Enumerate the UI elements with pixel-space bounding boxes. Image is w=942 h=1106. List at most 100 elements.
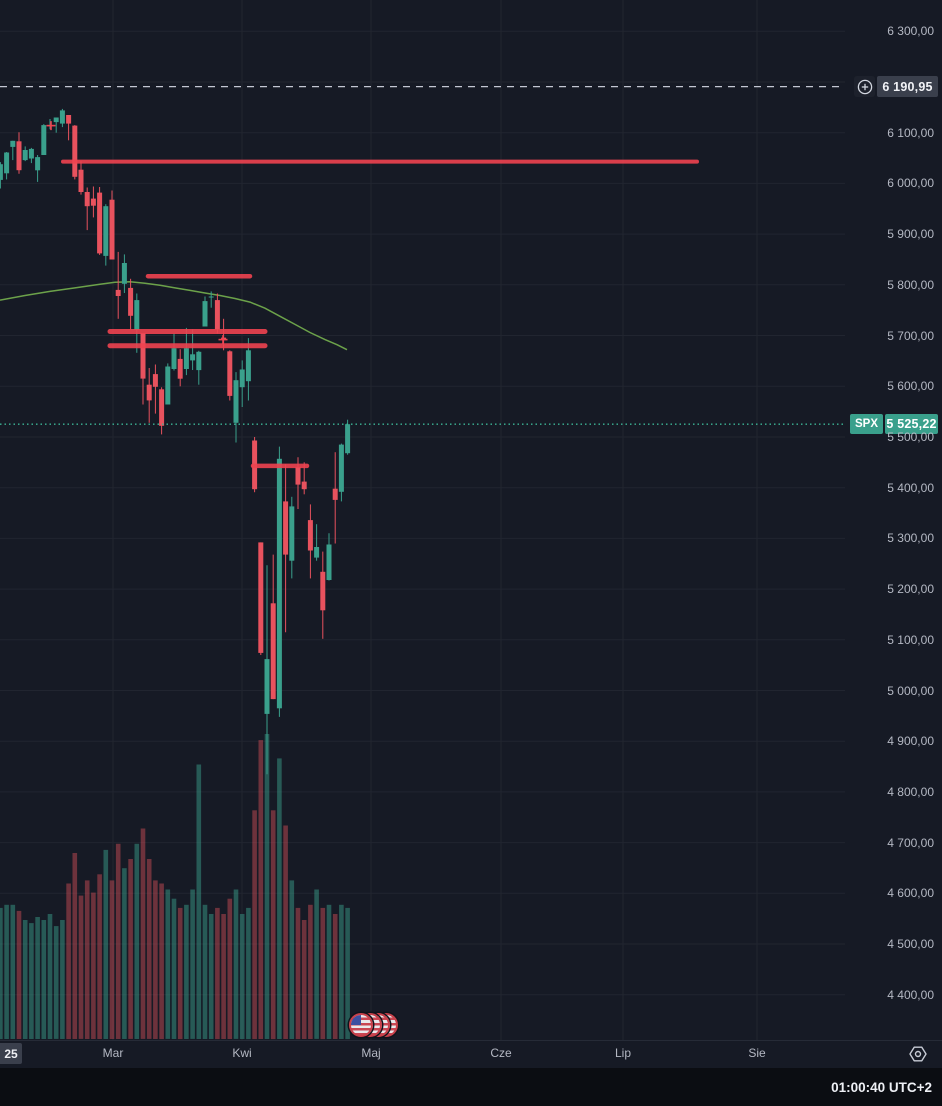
volume-bar <box>0 907 3 1040</box>
price-axis[interactable]: 6 190,95 SPX 5 525,22 6 300,00 6 100,00 6 … <box>845 0 942 1040</box>
us-flag-icon <box>349 1013 373 1037</box>
price-chart-plot[interactable] <box>0 0 845 1040</box>
volume-bar <box>22 920 28 1039</box>
candle-body <box>66 115 72 124</box>
price-axis-label: 5 100,00 <box>887 633 934 647</box>
volume-bar <box>184 904 189 1039</box>
volume-bar <box>165 889 171 1039</box>
volume-bar <box>314 889 319 1039</box>
alert-price-value: 6 190,95 <box>877 76 938 97</box>
price-axis-label: 5 500,00 <box>887 430 934 444</box>
candle-body <box>233 380 239 423</box>
candle-body <box>4 152 10 174</box>
volume-bar <box>258 740 264 1039</box>
year-label: 25 <box>0 1043 22 1064</box>
volume-bar <box>208 914 214 1039</box>
volume-bar <box>103 849 109 1039</box>
volume-bar <box>4 904 9 1039</box>
symbol-badge: SPX <box>850 414 884 434</box>
candle-body <box>320 571 326 611</box>
candle-body <box>345 424 351 454</box>
candle-body <box>338 444 344 492</box>
volume-bar <box>78 895 84 1039</box>
candle-body <box>270 603 276 700</box>
price-axis-label: 5 000,00 <box>887 684 934 698</box>
candle-body <box>53 117 59 123</box>
candle-body <box>115 289 121 296</box>
volume-bar <box>289 880 295 1039</box>
volume-bar <box>115 843 121 1039</box>
volume-bar <box>332 914 338 1039</box>
price-axis-label: 6 300,00 <box>887 24 934 38</box>
volume-bar <box>41 920 47 1039</box>
alert-price-label[interactable]: 6 190,95 <box>854 76 938 97</box>
clock-utc-label[interactable]: 01:00:40 UTC+2 <box>831 1079 932 1095</box>
volume-bar <box>190 889 195 1039</box>
candle-body <box>190 354 196 361</box>
volume-bar <box>345 907 350 1040</box>
price-axis-label: 4 900,00 <box>887 734 934 748</box>
candle-body <box>90 198 96 206</box>
volume-bar <box>202 904 208 1039</box>
candle-body <box>84 192 90 207</box>
volume-bar <box>277 758 282 1039</box>
volume-bar <box>122 868 127 1039</box>
volume-bar <box>159 883 164 1040</box>
candle-body <box>326 544 332 580</box>
time-axis[interactable]: 25 Mar Kwi Maj Cze Lip Sie <box>0 1040 942 1068</box>
volume-bar <box>339 904 344 1039</box>
volume-bar <box>35 917 40 1039</box>
last-price-label[interactable]: SPX 5 525,22 <box>850 414 938 434</box>
volume-bar <box>252 810 257 1040</box>
candle-body <box>103 206 109 256</box>
time-axis-label: Kwi <box>232 1046 252 1060</box>
volume-bar <box>221 914 226 1039</box>
price-axis-label: 5 900,00 <box>887 227 934 241</box>
volume-bar <box>84 880 90 1039</box>
volume-bar <box>16 910 22 1039</box>
candle-body <box>264 659 270 714</box>
volume-bar <box>97 874 102 1039</box>
price-axis-label: 4 600,00 <box>887 886 934 900</box>
candle-body <box>35 157 41 171</box>
price-axis-label: 5 400,00 <box>887 481 934 495</box>
candle-body <box>276 458 282 709</box>
volume-bar <box>246 907 251 1040</box>
candle-body <box>202 301 208 327</box>
volume-bar <box>72 853 78 1039</box>
volume-bar <box>134 843 140 1039</box>
volume-bar <box>196 764 202 1039</box>
ma-line <box>0 281 348 351</box>
time-axis-label: Sie <box>748 1046 766 1060</box>
candle-body <box>208 296 214 298</box>
volume-bar <box>29 923 34 1039</box>
price-axis-label: 5 200,00 <box>887 582 934 596</box>
candle-body <box>307 520 313 551</box>
time-axis-label: Cze <box>490 1046 512 1060</box>
price-axis-label: 5 800,00 <box>887 278 934 292</box>
candle-body <box>140 333 146 379</box>
volume-bar <box>177 907 183 1040</box>
candle-body <box>171 348 177 369</box>
price-axis-label: 4 700,00 <box>887 836 934 850</box>
price-axis-label: 5 600,00 <box>887 379 934 393</box>
candle-body <box>28 148 34 159</box>
volume-bar <box>326 904 332 1039</box>
volume-bar <box>53 926 59 1039</box>
price-axis-label: 6 000,00 <box>887 176 934 190</box>
candle-body <box>152 374 158 387</box>
candle-body <box>128 287 134 316</box>
status-bar: 01:00:40 UTC+2 <box>0 1068 942 1106</box>
us-flag-events-icon[interactable] <box>349 1012 398 1040</box>
timezone-settings-icon[interactable] <box>907 1044 929 1064</box>
volume-bar <box>47 914 53 1039</box>
candle-body <box>121 263 127 284</box>
volume-bar <box>91 892 96 1039</box>
volume-bar <box>140 828 146 1039</box>
add-alert-plus-icon[interactable] <box>854 76 875 97</box>
volume-bar <box>227 898 233 1039</box>
volume-bar <box>320 907 326 1040</box>
price-axis-label: 4 500,00 <box>887 937 934 951</box>
volume-bar <box>301 920 307 1039</box>
